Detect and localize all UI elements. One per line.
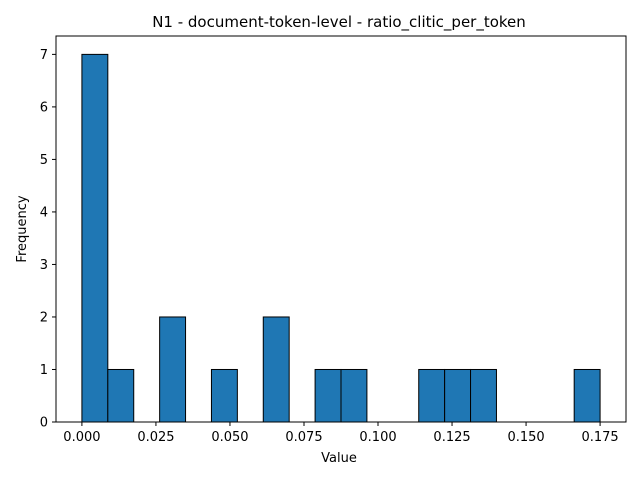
x-axis-label: Value (321, 451, 357, 466)
x-tick-label-5: 0.125 (433, 430, 470, 445)
histogram-bar-9 (314, 368, 342, 423)
histogram-bar-10 (340, 368, 368, 423)
histogram-bar-15 (470, 368, 497, 423)
histogram-bar-0 (81, 53, 109, 423)
x-tick-label-3: 0.075 (285, 430, 322, 445)
y-tick-label-4: 4 (40, 205, 48, 220)
y-tick-label-5: 5 (40, 153, 48, 168)
histogram-bar-1 (107, 368, 135, 423)
x-tick-label-7: 0.175 (581, 430, 618, 445)
x-tick-label-2: 0.050 (211, 430, 248, 445)
x-tick-label-6: 0.150 (507, 430, 544, 445)
histogram-bar-19 (573, 368, 601, 423)
histogram-bar-5 (210, 368, 238, 423)
chart-title: N1 - document-token-level - ratio_clitic… (152, 13, 526, 32)
y-tick-label-6: 6 (40, 100, 48, 115)
x-axis-ticks: 0.000 0.025 0.050 0.075 0.100 0.125 0.150 0.175 (63, 422, 619, 445)
x-tick-label-1: 0.025 (137, 430, 174, 445)
histogram-bar-14 (444, 368, 472, 423)
y-tick-label-7: 7 (40, 48, 48, 63)
histogram-bars (81, 53, 601, 423)
y-tick-label-2: 2 (40, 310, 48, 325)
y-tick-label-3: 3 (40, 258, 48, 273)
plot-frame (55, 35, 627, 423)
x-tick-label-0: 0.000 (63, 430, 100, 445)
histogram-bar-7 (262, 316, 290, 423)
y-tick-label-1: 1 (40, 363, 48, 378)
histogram-bar-3 (159, 316, 187, 423)
y-tick-label-0: 0 (40, 416, 48, 431)
histogram-bar-13 (418, 368, 446, 423)
y-axis-ticks: 0 1 2 3 4 5 6 7 (40, 48, 56, 431)
y-axis-label: Frequency (15, 195, 30, 262)
x-tick-label-4: 0.100 (359, 430, 396, 445)
